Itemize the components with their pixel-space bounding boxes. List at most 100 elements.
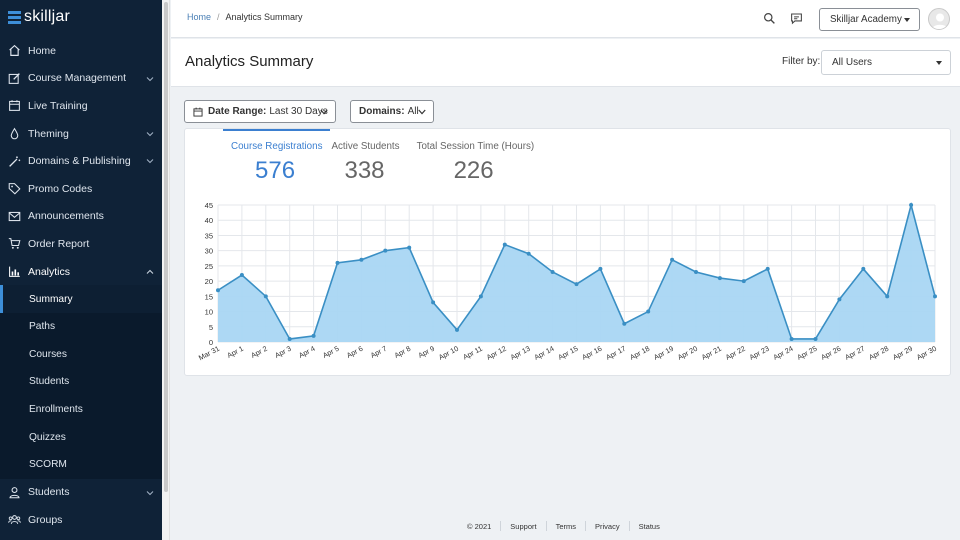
y-tick-label: 20 bbox=[205, 277, 213, 286]
footer: © 2021 Support Terms Privacy Status bbox=[467, 521, 660, 531]
footer-divider bbox=[500, 521, 502, 531]
x-tick-label: Apr 3 bbox=[273, 344, 292, 360]
sidebar-sub-students[interactable]: Students bbox=[29, 376, 70, 388]
data-point bbox=[216, 288, 220, 293]
sidebar-item-promo-codes[interactable]: Promo Codes bbox=[0, 175, 162, 203]
data-point bbox=[526, 251, 531, 256]
top-bar: Home / Analytics Summary Skilljar Academ… bbox=[171, 0, 960, 38]
x-tick-label: Apr 12 bbox=[485, 344, 508, 362]
sidebar-item-label: Domains & Publishing bbox=[28, 155, 131, 168]
metric-tabs: Course Registrations 576 Active Students… bbox=[223, 129, 551, 185]
x-tick-label: Apr 1 bbox=[225, 344, 244, 360]
footer-link-privacy[interactable]: Privacy bbox=[595, 521, 620, 531]
x-tick-label: Apr 14 bbox=[533, 344, 556, 362]
breadcrumb-home-link[interactable]: Home bbox=[187, 12, 212, 22]
sidebar-item-groups[interactable]: Groups bbox=[0, 506, 162, 534]
sidebar-sub-scorm[interactable]: SCORM bbox=[29, 459, 67, 471]
data-point bbox=[933, 294, 937, 299]
data-point bbox=[550, 269, 555, 274]
date-range-button[interactable]: Date Range: Last 30 Days bbox=[184, 100, 336, 123]
sidebar-item-label: Home bbox=[28, 44, 57, 57]
y-tick-label: 15 bbox=[205, 292, 213, 301]
sidebar-item-course-management[interactable]: Course Management bbox=[0, 65, 162, 93]
skilljar-logo[interactable]: skilljar bbox=[8, 6, 70, 28]
data-point bbox=[287, 336, 292, 341]
sidebar-item-theming[interactable]: Theming bbox=[0, 120, 162, 148]
message-icon[interactable] bbox=[790, 12, 803, 25]
wand-icon bbox=[8, 155, 21, 168]
user-filter-select[interactable]: All Users bbox=[821, 50, 951, 75]
sidebar-nav: Home Course Management Live Training The… bbox=[0, 37, 162, 534]
tab-label: Course Registrations bbox=[231, 141, 323, 152]
droplet-icon bbox=[8, 127, 21, 140]
page-header: Analytics Summary Filter by: All Users bbox=[171, 39, 960, 87]
page-title: Analytics Summary bbox=[185, 53, 314, 70]
data-point bbox=[813, 336, 818, 341]
breadcrumb-current: Analytics Summary bbox=[225, 12, 303, 22]
x-tick-label: Apr 8 bbox=[393, 344, 412, 360]
sidebar-item-label: Announcements bbox=[28, 210, 104, 223]
footer-link-status[interactable]: Status bbox=[638, 521, 660, 531]
sidebar-scrollbar[interactable] bbox=[162, 0, 170, 540]
calendar-icon bbox=[8, 99, 21, 112]
account-name: Skilljar Academy bbox=[830, 14, 902, 25]
sidebar-item-students[interactable]: Students bbox=[0, 479, 162, 507]
edit-icon bbox=[8, 72, 21, 85]
analytics-card: Course Registrations 576 Active Students… bbox=[184, 128, 951, 376]
search-icon[interactable] bbox=[763, 12, 776, 25]
tab-total-session-time[interactable]: Total Session Time (Hours) 226 bbox=[417, 129, 535, 185]
x-tick-label: Apr 20 bbox=[676, 344, 699, 362]
breadcrumb: Home / Analytics Summary bbox=[187, 12, 303, 22]
chevron-up-icon bbox=[146, 269, 154, 274]
sidebar-item-live-training[interactable]: Live Training bbox=[0, 92, 162, 120]
y-tick-label: 0 bbox=[209, 338, 213, 347]
tab-active-students[interactable]: Active Students 338 bbox=[331, 129, 399, 185]
footer-copyright: © 2021 bbox=[467, 521, 492, 531]
sidebar-sub-enrollments[interactable]: Enrollments bbox=[29, 404, 83, 416]
domains-button[interactable]: Domains: All bbox=[350, 100, 434, 123]
data-point bbox=[574, 282, 579, 287]
x-tick-label: Apr 26 bbox=[819, 344, 842, 362]
sidebar-sub-paths[interactable]: Paths bbox=[29, 321, 56, 333]
sidebar-item-analytics[interactable]: Analytics bbox=[0, 258, 162, 286]
data-point bbox=[622, 321, 627, 326]
sidebar-item-announcements[interactable]: Announcements bbox=[0, 203, 162, 231]
y-tick-label: 45 bbox=[205, 201, 213, 210]
x-tick-label: Apr 5 bbox=[321, 344, 340, 360]
tab-course-registrations[interactable]: Course Registrations 576 bbox=[223, 129, 332, 185]
sidebar-item-order-report[interactable]: Order Report bbox=[0, 230, 162, 258]
x-tick-label: Apr 24 bbox=[772, 344, 795, 362]
sidebar-sub-quizzes[interactable]: Quizzes bbox=[29, 431, 66, 443]
mail-icon bbox=[8, 210, 21, 223]
x-tick-label: Apr 21 bbox=[700, 344, 723, 362]
footer-divider bbox=[628, 521, 630, 531]
account-dropdown[interactable]: Skilljar Academy bbox=[819, 8, 920, 31]
x-tick-label: Apr 16 bbox=[580, 344, 603, 362]
footer-divider bbox=[585, 521, 586, 531]
sidebar-sub-summary[interactable]: Summary bbox=[0, 285, 162, 313]
sidebar-item-home[interactable]: Home bbox=[0, 37, 162, 65]
chevron-down-icon bbox=[146, 76, 154, 81]
x-tick-label: Apr 25 bbox=[796, 344, 819, 362]
sidebar: skilljar Home Course Management Live Tra… bbox=[0, 0, 162, 540]
data-point bbox=[789, 336, 794, 341]
data-point bbox=[239, 273, 244, 278]
home-icon bbox=[8, 44, 21, 57]
tab-value: 338 bbox=[344, 157, 385, 184]
x-tick-label: Apr 10 bbox=[437, 344, 460, 362]
scrollbar-thumb[interactable] bbox=[164, 2, 168, 492]
data-point bbox=[885, 294, 890, 299]
bar-chart-icon bbox=[8, 265, 21, 278]
y-tick-label: 10 bbox=[205, 308, 213, 317]
data-point bbox=[455, 327, 459, 332]
chevron-down-icon bbox=[418, 109, 426, 115]
footer-link-terms[interactable]: Terms bbox=[555, 521, 576, 531]
logo-mark-icon bbox=[8, 10, 21, 24]
avatar[interactable] bbox=[928, 8, 950, 30]
footer-link-support[interactable]: Support bbox=[510, 521, 537, 531]
x-tick-label: Apr 13 bbox=[509, 344, 532, 362]
sidebar-item-label: Groups bbox=[28, 513, 63, 526]
sidebar-item-domains-publishing[interactable]: Domains & Publishing bbox=[0, 147, 162, 175]
sidebar-sub-courses[interactable]: Courses bbox=[29, 348, 67, 360]
data-point bbox=[837, 297, 842, 302]
